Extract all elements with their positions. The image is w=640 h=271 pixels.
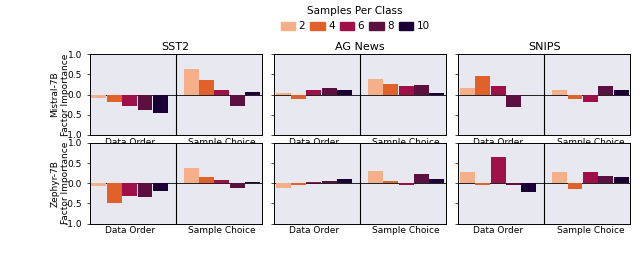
Bar xyxy=(122,95,137,106)
Bar xyxy=(153,95,168,113)
Bar xyxy=(92,95,106,98)
Y-axis label: Mistral-7B
Factor Importance: Mistral-7B Factor Importance xyxy=(51,53,70,136)
Bar xyxy=(383,181,398,183)
Bar xyxy=(122,183,137,196)
Bar xyxy=(153,183,168,191)
Bar xyxy=(614,177,628,183)
Bar xyxy=(460,172,475,183)
Title: AG News: AG News xyxy=(335,42,385,52)
Bar xyxy=(322,181,337,183)
Bar xyxy=(476,76,490,95)
Bar xyxy=(307,182,321,183)
Bar xyxy=(598,176,613,183)
Bar xyxy=(368,171,383,183)
Bar xyxy=(491,86,506,95)
Bar xyxy=(184,69,198,95)
Bar xyxy=(399,183,413,185)
Bar xyxy=(199,80,214,95)
Legend: 2, 4, 6, 8, 10: 2, 4, 6, 8, 10 xyxy=(280,5,431,33)
Bar xyxy=(506,183,521,185)
Bar xyxy=(522,183,536,192)
Bar xyxy=(107,95,122,102)
Title: SST2: SST2 xyxy=(162,42,190,52)
Bar xyxy=(245,92,260,95)
Bar xyxy=(399,86,413,95)
Bar xyxy=(230,95,244,106)
Bar xyxy=(230,183,244,188)
Bar xyxy=(429,179,444,183)
Bar xyxy=(552,91,567,95)
Bar xyxy=(614,91,628,95)
Y-axis label: Zephyr-7B
Factor Importance: Zephyr-7B Factor Importance xyxy=(51,142,70,224)
Title: SNIPS: SNIPS xyxy=(528,42,561,52)
Bar xyxy=(322,88,337,95)
Bar xyxy=(568,95,582,99)
Bar xyxy=(568,183,582,189)
Bar xyxy=(414,174,429,183)
Bar xyxy=(476,183,490,185)
Bar xyxy=(291,183,306,185)
Bar xyxy=(307,90,321,95)
Bar xyxy=(276,183,291,188)
Bar xyxy=(429,92,444,95)
Bar xyxy=(598,86,613,95)
Bar xyxy=(276,92,291,95)
Bar xyxy=(245,182,260,183)
Bar xyxy=(199,177,214,183)
Bar xyxy=(583,172,598,183)
Bar xyxy=(138,183,152,197)
Bar xyxy=(583,95,598,102)
Bar xyxy=(552,172,567,183)
Bar xyxy=(214,90,229,95)
Bar xyxy=(460,88,475,95)
Bar xyxy=(368,79,383,95)
Bar xyxy=(291,95,306,99)
Bar xyxy=(337,91,352,95)
Bar xyxy=(92,183,106,186)
Bar xyxy=(214,180,229,183)
Bar xyxy=(107,183,122,204)
Bar xyxy=(383,85,398,95)
Bar xyxy=(506,95,521,107)
Bar xyxy=(491,157,506,183)
Bar xyxy=(337,179,352,183)
Bar xyxy=(414,85,429,95)
Bar xyxy=(138,95,152,110)
Bar xyxy=(184,168,198,183)
